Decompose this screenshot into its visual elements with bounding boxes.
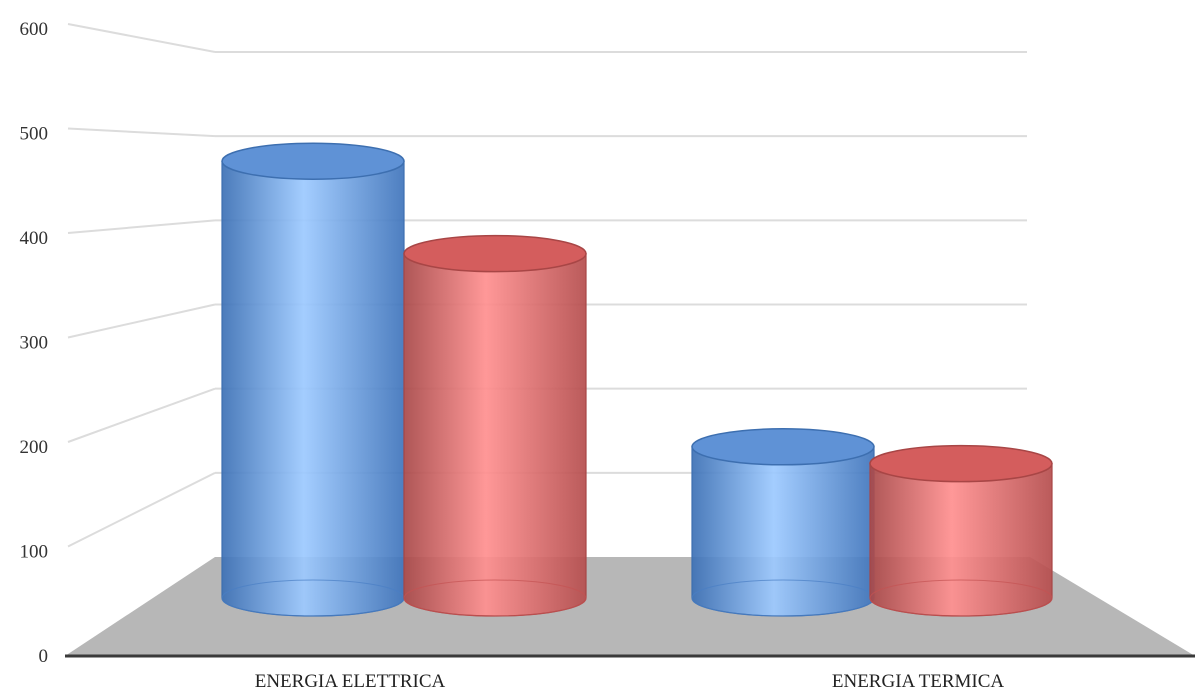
y-tick-label: 500 bbox=[20, 124, 49, 145]
gridline-diagonal bbox=[67, 23, 216, 53]
x-category-label: ENERGIA TERMICA bbox=[832, 671, 1005, 692]
bar-body bbox=[403, 253, 587, 617]
y-tick-label: 600 bbox=[20, 19, 49, 40]
gridline-diagonal bbox=[67, 127, 216, 138]
bar-body bbox=[221, 160, 405, 617]
gridline-diagonal bbox=[67, 219, 216, 234]
bar-top bbox=[869, 444, 1053, 483]
bar-top bbox=[221, 142, 405, 180]
bar-0-0 bbox=[221, 142, 405, 617]
bar-0-1 bbox=[403, 234, 587, 617]
y-tick-label: 0 bbox=[39, 646, 49, 667]
y-tick-label: 400 bbox=[20, 228, 49, 249]
y-tick-label: 200 bbox=[20, 437, 49, 458]
gridline-diagonal bbox=[67, 471, 216, 548]
bar-base-rim bbox=[403, 579, 587, 617]
y-tick-label: 100 bbox=[20, 542, 49, 563]
bar-body bbox=[691, 446, 875, 617]
x-category-label: ENERGIA ELETTRICA bbox=[255, 671, 446, 692]
bar-top bbox=[403, 234, 587, 273]
bar-body bbox=[869, 463, 1053, 617]
gridline-diagonal bbox=[67, 303, 216, 339]
bar-base-rim bbox=[869, 579, 1053, 617]
bar-top bbox=[691, 428, 875, 466]
bar-1-0 bbox=[691, 428, 875, 617]
gridline-diagonal bbox=[67, 387, 216, 443]
bar-1-1 bbox=[869, 444, 1053, 617]
y-tick-label: 300 bbox=[20, 333, 49, 354]
